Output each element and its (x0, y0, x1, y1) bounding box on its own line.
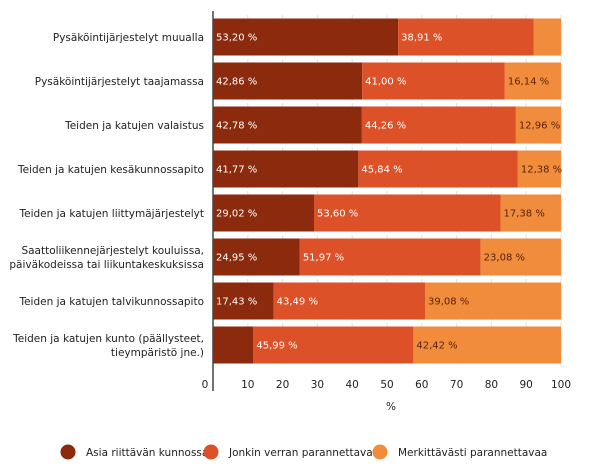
legend-label-1: Jonkin verran parannettavaa (228, 447, 379, 459)
data-label-row6-series2: 39,08 % (428, 297, 469, 308)
data-label-row4-series2: 17,38 % (504, 209, 545, 220)
bar-segment-row0-series1 (398, 18, 534, 56)
category-label-1: Pysäköintijärjestelyt taajamassa (35, 76, 204, 88)
legend-label-0: Asia riittävän kunnossa (86, 447, 208, 459)
data-label-row5-series1: 51,97 % (303, 253, 344, 264)
category-label-2: Teiden ja katujen valaistus (64, 120, 204, 132)
bar-segment-row2-series0 (213, 106, 362, 144)
row-separator (213, 56, 561, 59)
bar-segment-row4-series0 (213, 194, 314, 232)
data-label-row2-series0: 42,78 % (216, 121, 257, 132)
row-separator (213, 276, 561, 279)
row-separator (213, 188, 561, 191)
x-tick-label-60: 60 (415, 379, 428, 391)
data-label-row2-series2: 12,96 % (519, 121, 560, 132)
data-label-row4-series0: 29,02 % (216, 209, 257, 220)
data-label-row6-series0: 17,43 % (216, 297, 257, 308)
bar-segment-row7-series2 (413, 326, 561, 364)
bar-segment-row2-series2 (515, 106, 561, 144)
category-label-5-line1: päiväkodeissa tai liikuntakeskuksissa (9, 259, 204, 271)
row-separator (213, 144, 561, 147)
data-label-row3-series1: 45,84 % (361, 165, 402, 176)
x-tick-label-30: 30 (311, 379, 324, 391)
x-tick-label-100: 100 (551, 379, 571, 391)
bar-segment-row7-series1 (253, 326, 414, 364)
bar-segment-row6-series0 (213, 282, 274, 320)
data-label-row7-series1: 45,99 % (256, 341, 297, 352)
data-label-row1-series2: 16,14 % (508, 77, 549, 88)
x-tick-label-50: 50 (380, 379, 393, 391)
bar-segment-row4-series2 (500, 194, 561, 232)
data-label-row0-series0: 53,20 % (216, 33, 257, 44)
x-tick-label-40: 40 (346, 379, 359, 391)
bar-segment-row7-series0 (213, 326, 254, 364)
category-label-6: Teiden ja katujen talvikunnossapito (18, 296, 204, 308)
legend-swatch-0 (60, 444, 76, 460)
x-tick-label-70: 70 (450, 379, 463, 391)
legend-label-2: Merkittävästi parannettavaa (398, 447, 547, 459)
row-separator (213, 364, 561, 367)
x-tick-label-10: 10 (241, 379, 254, 391)
legend-swatch-2 (372, 444, 388, 460)
category-label-7-line0: Teiden ja katujen kunto (päällysteet, (12, 333, 204, 345)
category-label-7-line1: tieympäristö jne.) (111, 347, 204, 359)
legend-swatch-1 (203, 444, 219, 460)
bar-segment-row3-series0 (213, 150, 359, 188)
category-label-4: Teiden ja katujen liittymäjärjestelyt (19, 208, 205, 220)
category-label-3: Teiden ja katujen kesäkunnossapito (17, 164, 204, 176)
data-label-row3-series2: 12,38 % (521, 165, 562, 176)
x-tick-label-0: 0 (202, 379, 209, 391)
bar-segment-row1-series1 (362, 62, 505, 100)
data-label-row5-series0: 24,95 % (216, 253, 257, 264)
data-label-row2-series1: 44,26 % (365, 121, 406, 132)
bar-segment-row3-series2 (517, 150, 561, 188)
category-labels: Pysäköintijärjestelyt muualla Pysäköintij… (9, 32, 204, 359)
data-label-row4-series1: 53,60 % (317, 209, 358, 220)
data-label-row7-series2: 42,42 % (416, 341, 457, 352)
bar-segment-row3-series1 (358, 150, 518, 188)
data-label-row5-series2: 23,08 % (484, 253, 525, 264)
x-axis-title: % (386, 401, 396, 413)
bar-segment-row1-series2 (504, 62, 561, 100)
row-separator (213, 320, 561, 323)
data-label-row1-series1: 41,00 % (365, 77, 406, 88)
row-separator (213, 100, 561, 103)
x-tick-label-90: 90 (520, 379, 533, 391)
bar-segment-row4-series1 (313, 194, 501, 232)
data-label-row3-series0: 41,77 % (216, 165, 257, 176)
data-label-row1-series0: 42,86 % (216, 77, 257, 88)
bar-segment-row1-series0 (213, 62, 363, 100)
row-separator (213, 232, 561, 235)
category-label-0: Pysäköintijärjestelyt muualla (53, 32, 204, 44)
bar-segment-row5-series1 (299, 238, 481, 276)
bar-segment-row6-series1 (273, 282, 426, 320)
legend: Asia riittävän kunnossa Jonkin verran par… (60, 444, 547, 460)
bar-segment-row5-series0 (213, 238, 300, 276)
bar-segment-row6-series2 (425, 282, 561, 320)
bar-segment-row0-series0 (213, 18, 399, 56)
bar-segment-row5-series2 (480, 238, 561, 276)
bars-layer: 53,20 % 38,91 % 42,86 % 41,00 % 16,14 % 42,78… (213, 18, 562, 367)
x-tick-label-20: 20 (276, 379, 289, 391)
bar-segment-row0-series2 (533, 18, 561, 56)
bar-segment-row2-series1 (361, 106, 516, 144)
axis-layer: 0 10 20 30 40 50 60 70 80 90 100% (202, 11, 571, 413)
x-tick-label-80: 80 (485, 379, 498, 391)
data-label-row0-series1: 38,91 % (401, 33, 442, 44)
data-label-row6-series1: 43,49 % (277, 297, 318, 308)
category-label-5-line0: Saattoliikennejärjestelyt kouluissa, (21, 245, 204, 257)
